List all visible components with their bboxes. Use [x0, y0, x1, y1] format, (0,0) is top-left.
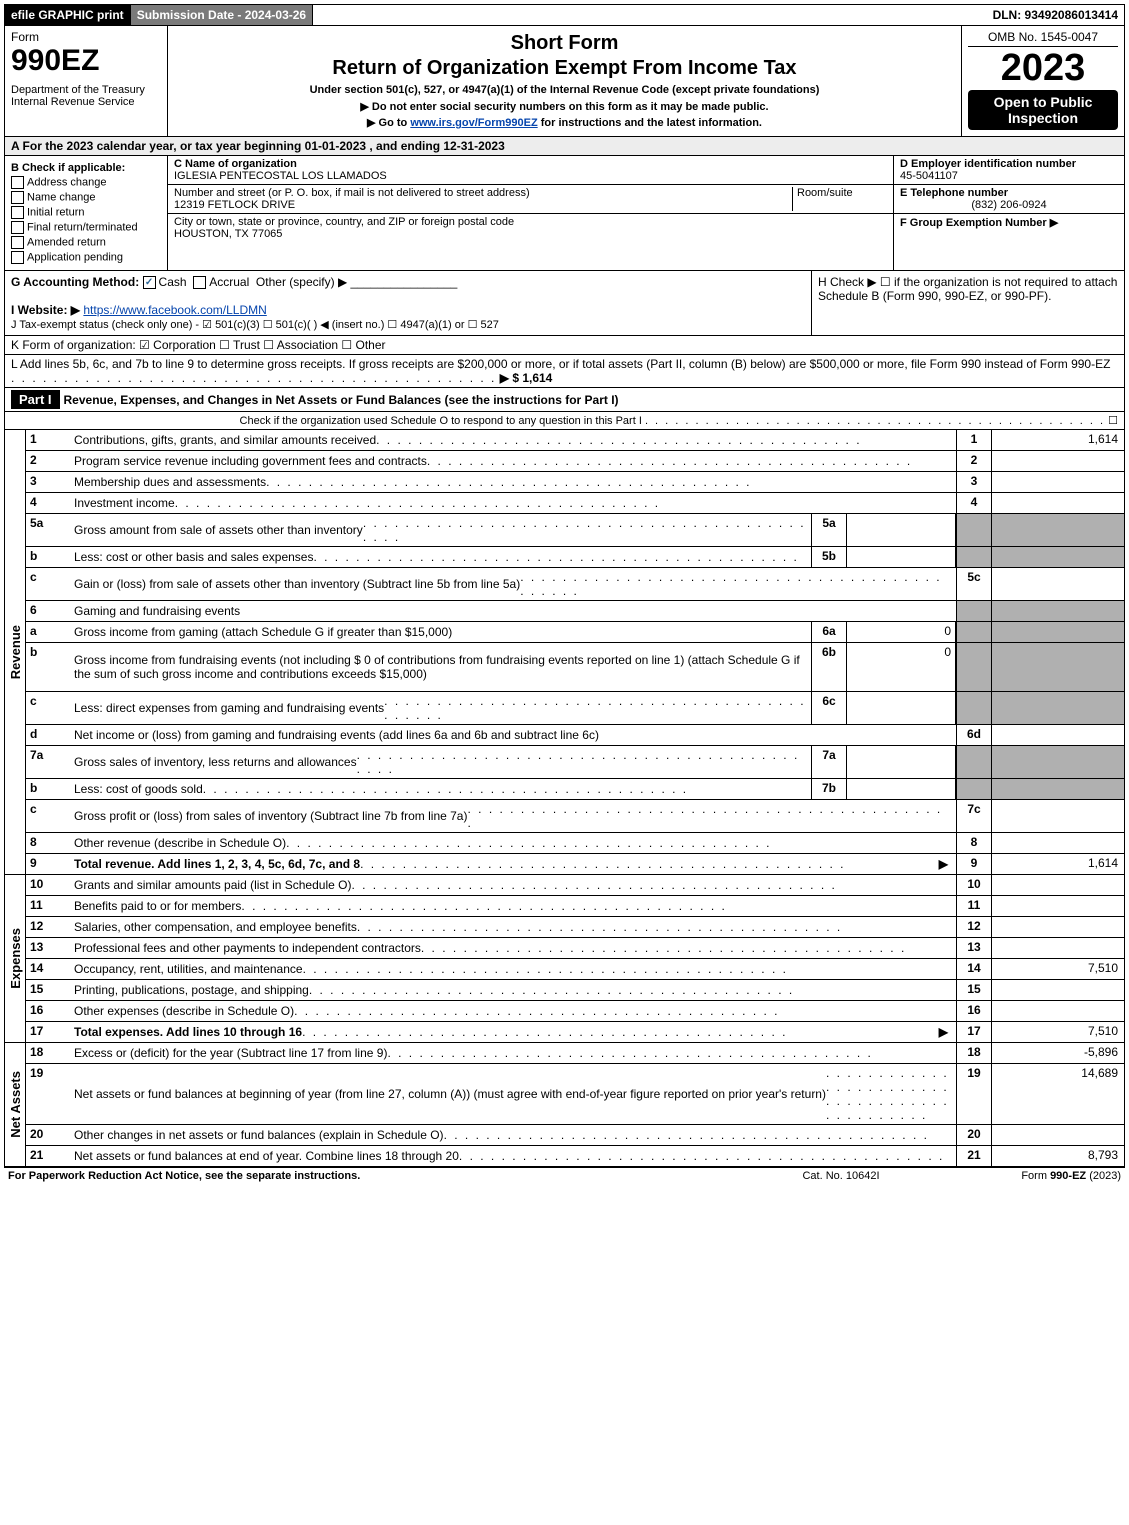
part1-check: Check if the organization used Schedule … [4, 412, 1125, 430]
line-12: 12Salaries, other compensation, and empl… [26, 917, 1124, 938]
box-c-label: C Name of organization [174, 158, 297, 170]
ein-value: 45-5041107 [900, 170, 958, 182]
box-b: B Check if applicable: Address change Na… [5, 156, 168, 270]
efile-print[interactable]: efile GRAPHIC print [5, 5, 131, 25]
box-e-label: E Telephone number [900, 187, 1008, 199]
line-6c: cLess: direct expenses from gaming and f… [26, 692, 1124, 725]
form-header: Form 990EZ Department of the Treasury In… [4, 26, 1125, 137]
line-4: 4Investment income4 [26, 493, 1124, 514]
box-b-title: B Check if applicable: [11, 162, 161, 174]
line-7a: 7aGross sales of inventory, less returns… [26, 746, 1124, 779]
box-c: C Name of organization IGLESIA PENTECOST… [168, 156, 894, 270]
netassets-side-label: Net Assets [5, 1043, 26, 1166]
irs-link[interactable]: www.irs.gov/Form990EZ [410, 117, 537, 129]
part1-header: Part I Revenue, Expenses, and Changes in… [4, 388, 1125, 412]
line-5b: bLess: cost or other basis and sales exp… [26, 547, 1124, 568]
line-5c: cGain or (loss) from sale of assets othe… [26, 568, 1124, 601]
check-final[interactable]: Final return/terminated [11, 221, 161, 234]
line-6: 6Gaming and fundraising events [26, 601, 1124, 622]
room-suite: Room/suite [792, 187, 887, 211]
line-j: J Tax-exempt status (check only one) - ☑… [11, 319, 499, 331]
line-16: 16Other expenses (describe in Schedule O… [26, 1001, 1124, 1022]
line-a: A For the 2023 calendar year, or tax yea… [4, 137, 1125, 156]
line-11: 11Benefits paid to or for members11 [26, 896, 1124, 917]
line-7b: bLess: cost of goods sold7b [26, 779, 1124, 800]
form-word: Form [11, 30, 161, 44]
page-footer: For Paperwork Reduction Act Notice, see … [4, 1167, 1125, 1184]
box-f-label: F Group Exemption Number ▶ [900, 217, 1058, 229]
footer-left: For Paperwork Reduction Act Notice, see … [8, 1170, 741, 1182]
line-5a: 5aGross amount from sale of assets other… [26, 514, 1124, 547]
netassets-section: Net Assets 18Excess or (deficit) for the… [4, 1043, 1125, 1167]
expenses-section: Expenses 10Grants and similar amounts pa… [4, 875, 1125, 1043]
line-9: 9Total revenue. Add lines 1, 2, 3, 4, 5c… [26, 854, 1124, 874]
line-1: 1Contributions, gifts, grants, and simil… [26, 430, 1124, 451]
identity-block: B Check if applicable: Address change Na… [4, 156, 1125, 271]
line-g: G Accounting Method: Cash Accrual Other … [5, 271, 812, 335]
org-name: IGLESIA PENTECOSTAL LOS LLAMADOS [174, 170, 387, 182]
topbar: efile GRAPHIC print Submission Date - 20… [4, 4, 1125, 26]
line-7c: cGross profit or (loss) from sales of in… [26, 800, 1124, 833]
right-info: D Employer identification number 45-5041… [894, 156, 1124, 270]
omb-number: OMB No. 1545-0047 [968, 30, 1118, 47]
line-i-label: I Website: ▶ [11, 303, 80, 317]
header-right: OMB No. 1545-0047 2023 Open to Public In… [962, 26, 1124, 136]
expenses-side-label: Expenses [5, 875, 26, 1042]
line-14: 14Occupancy, rent, utilities, and mainte… [26, 959, 1124, 980]
line-21: 21Net assets or fund balances at end of … [26, 1146, 1124, 1166]
check-name[interactable]: Name change [11, 191, 161, 204]
check-initial[interactable]: Initial return [11, 206, 161, 219]
line-6b: bGross income from fundraising events (n… [26, 643, 1124, 692]
line-3: 3Membership dues and assessments3 [26, 472, 1124, 493]
short-form-title: Short Form [174, 32, 955, 55]
line-13: 13Professional fees and other payments t… [26, 938, 1124, 959]
line-19: 19Net assets or fund balances at beginni… [26, 1064, 1124, 1125]
revenue-side-label: Revenue [5, 430, 26, 874]
footer-right: Form 990-EZ (2023) [941, 1170, 1121, 1182]
department: Department of the Treasury Internal Reve… [11, 84, 161, 108]
line-2: 2Program service revenue including gover… [26, 451, 1124, 472]
ssn-warning: ▶ Do not enter social security numbers o… [174, 100, 955, 113]
line-20: 20Other changes in net assets or fund ba… [26, 1125, 1124, 1146]
line-15: 15Printing, publications, postage, and s… [26, 980, 1124, 1001]
return-title: Return of Organization Exempt From Incom… [174, 57, 955, 80]
phone-value: (832) 206-0924 [900, 199, 1118, 211]
under-section: Under section 501(c), 527, or 4947(a)(1)… [174, 84, 955, 96]
city-label: City or town, state or province, country… [174, 216, 514, 228]
street-value: 12319 FETLOCK DRIVE [174, 199, 295, 211]
goto-instructions: ▶ Go to www.irs.gov/Form990EZ for instru… [174, 116, 955, 129]
check-amended[interactable]: Amended return [11, 236, 161, 249]
tax-year: 2023 [968, 47, 1118, 90]
header-center: Short Form Return of Organization Exempt… [168, 26, 962, 136]
line-8: 8Other revenue (describe in Schedule O)8 [26, 833, 1124, 854]
box-d-label: D Employer identification number [900, 158, 1076, 170]
submission-date: Submission Date - 2024-03-26 [131, 5, 313, 25]
header-left: Form 990EZ Department of the Treasury In… [5, 26, 168, 136]
line-h: H Check ▶ ☐ if the organization is not r… [812, 271, 1124, 335]
row-gh: G Accounting Method: Cash Accrual Other … [4, 271, 1125, 336]
line-10: 10Grants and similar amounts paid (list … [26, 875, 1124, 896]
revenue-section: Revenue 1Contributions, gifts, grants, a… [4, 430, 1125, 875]
check-cash[interactable] [143, 276, 156, 289]
part1-label: Part I [11, 390, 60, 409]
line-l: L Add lines 5b, 6c, and 7b to line 9 to … [4, 355, 1125, 388]
dln: DLN: 93492086013414 [987, 5, 1124, 25]
check-pending[interactable]: Application pending [11, 251, 161, 264]
city-value: HOUSTON, TX 77065 [174, 228, 282, 240]
street-label: Number and street (or P. O. box, if mail… [174, 187, 530, 199]
open-to-public: Open to Public Inspection [968, 90, 1118, 130]
check-address[interactable]: Address change [11, 176, 161, 189]
line-6d: dNet income or (loss) from gaming and fu… [26, 725, 1124, 746]
line-18: 18Excess or (deficit) for the year (Subt… [26, 1043, 1124, 1064]
line-k: K Form of organization: ☑ Corporation ☐ … [4, 336, 1125, 355]
topbar-spacer [313, 5, 986, 25]
form-number: 990EZ [11, 44, 161, 78]
part1-title: Revenue, Expenses, and Changes in Net As… [64, 393, 619, 407]
website-link[interactable]: https://www.facebook.com/LLDMN [83, 303, 266, 317]
footer-center: Cat. No. 10642I [741, 1170, 941, 1182]
check-accrual[interactable] [193, 276, 206, 289]
line-17: 17Total expenses. Add lines 10 through 1… [26, 1022, 1124, 1042]
line-6a: aGross income from gaming (attach Schedu… [26, 622, 1124, 643]
